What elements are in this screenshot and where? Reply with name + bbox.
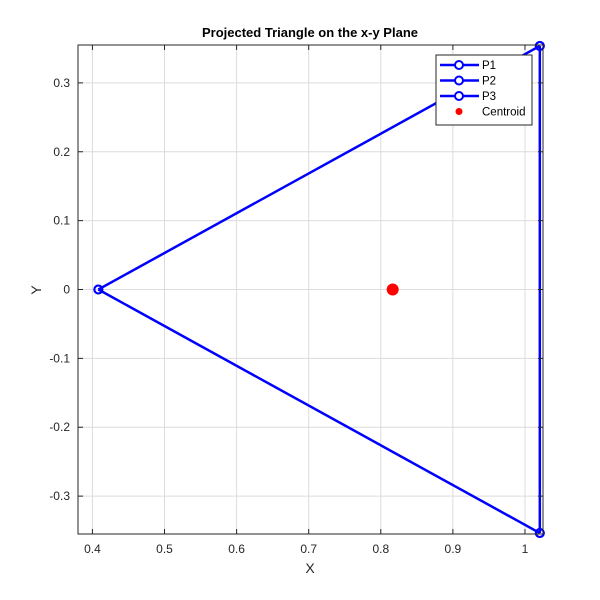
- chart-title: Projected Triangle on the x-y Plane: [202, 25, 418, 40]
- y-tick-label: 0.3: [53, 76, 70, 90]
- ticks: 0.4 0.5 0.6 0.7 0.8 0.9 1 -0.3 -0.2 -0.1 0 0.1 0.2 0.…: [49, 45, 543, 556]
- x-axis-label: X: [305, 560, 315, 576]
- grid: [78, 45, 543, 534]
- legend: P1 P2 P3 Centroid: [435, 54, 533, 126]
- legend-label-p1: P1: [482, 60, 496, 72]
- y-tick-label: -0.3: [49, 489, 70, 503]
- p2-line: [97, 288, 541, 535]
- legend-label-p2: P2: [482, 76, 496, 88]
- p3-marker: [534, 40, 545, 51]
- y-tick-label: 0.2: [53, 145, 70, 159]
- x-tick-label: 0.9: [445, 542, 462, 556]
- y-tick-label: 0: [63, 283, 70, 297]
- y-axis-label: Y: [28, 285, 44, 295]
- legend-box: [435, 54, 533, 126]
- x-tick-label: 0.4: [84, 542, 101, 556]
- legend-swatch-marker-p1: [454, 60, 464, 70]
- legend-swatch-marker-p3: [454, 91, 464, 101]
- p2-marker: [93, 284, 104, 295]
- y-tick-label: -0.1: [49, 351, 70, 365]
- x-tick-label: 0.5: [156, 542, 173, 556]
- x-tick-label: 0.8: [372, 542, 389, 556]
- y-tick-label: -0.2: [49, 420, 70, 434]
- centroid-point: [386, 283, 399, 296]
- x-tick-label: 0.7: [300, 542, 317, 556]
- p3-marker: [534, 528, 545, 539]
- legend-label-centroid: Centroid: [482, 107, 525, 119]
- x-tick-label: 0.6: [228, 542, 245, 556]
- y-tick-label: 0.1: [53, 214, 70, 228]
- legend-swatch-centroid: [455, 108, 463, 115]
- legend-label-p3: P3: [482, 91, 496, 103]
- legend-swatch-marker-p2: [454, 75, 464, 86]
- x-tick-label: 1: [522, 542, 529, 556]
